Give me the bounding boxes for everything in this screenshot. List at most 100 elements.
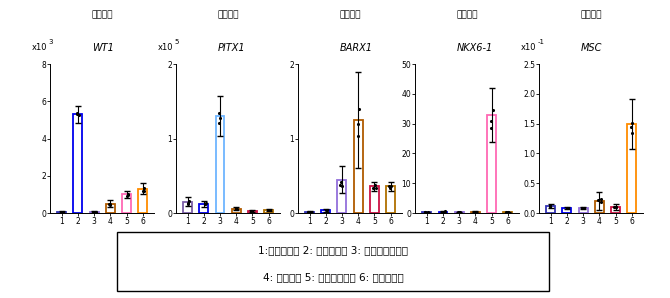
Point [123, 193, 133, 198]
Point [576, 206, 587, 211]
Text: x10: x10 [521, 43, 536, 52]
Point [419, 210, 430, 215]
Bar [370, 186, 379, 213]
Point [454, 210, 464, 215]
Point [488, 107, 498, 112]
Point [263, 208, 274, 212]
Point [322, 208, 333, 213]
Point [562, 206, 573, 211]
Text: PITX1: PITX1 [218, 43, 245, 53]
Point [88, 210, 98, 215]
Bar [595, 201, 604, 213]
Point [596, 200, 606, 205]
Point [440, 209, 450, 214]
Bar [200, 204, 208, 213]
Point [139, 186, 149, 190]
Bar [305, 212, 314, 213]
Text: NKX6-1: NKX6-1 [457, 43, 493, 53]
Bar [439, 212, 448, 213]
Point [72, 110, 82, 115]
Point [305, 209, 316, 214]
Point [470, 209, 481, 214]
FancyBboxPatch shape [117, 232, 549, 291]
Point [371, 186, 381, 190]
Point [74, 112, 85, 117]
Point [215, 116, 226, 121]
Text: マーカー: マーカー [91, 10, 113, 19]
Point [184, 199, 194, 204]
Point [320, 208, 331, 212]
Point [245, 209, 256, 213]
Text: BARX1: BARX1 [340, 43, 373, 53]
Bar [563, 208, 572, 213]
Point [121, 193, 132, 198]
Bar [216, 116, 224, 213]
Point [56, 210, 66, 215]
Text: MSC: MSC [581, 43, 602, 53]
Point [455, 210, 466, 215]
Point [200, 201, 211, 206]
Point [58, 210, 69, 215]
Bar [338, 179, 346, 213]
Text: マーカー: マーカー [339, 10, 361, 19]
Point [263, 208, 274, 213]
Bar [627, 124, 636, 213]
Bar [248, 211, 257, 213]
Point [502, 210, 513, 215]
Text: x10: x10 [31, 43, 47, 52]
Point [265, 208, 275, 213]
Point [419, 210, 430, 215]
Point [103, 202, 114, 207]
Bar [106, 204, 115, 213]
Bar [546, 206, 555, 213]
Point [353, 122, 364, 126]
Point [230, 207, 241, 212]
Point [579, 206, 590, 211]
Bar [487, 115, 496, 213]
Point [337, 184, 348, 188]
Point [383, 184, 394, 188]
Point [214, 111, 224, 116]
Bar [74, 114, 82, 213]
Point [608, 205, 619, 209]
Point [89, 209, 100, 214]
Bar [232, 209, 241, 213]
Point [322, 208, 332, 212]
Point [183, 201, 194, 206]
Text: 1:心臓中胚葉 2: 肝臓間充織 3: 肝臓繊維芽細胞: 1:心臓中胚葉 2: 肝臓間充織 3: 肝臓繊維芽細胞 [259, 245, 408, 255]
Point [501, 210, 512, 215]
Point [105, 203, 115, 207]
Point [595, 197, 606, 201]
Bar [386, 186, 395, 213]
Text: マーカー: マーカー [217, 10, 239, 19]
Point [353, 134, 364, 139]
Point [370, 183, 381, 188]
Point [302, 209, 313, 214]
Bar [322, 210, 330, 213]
Point [423, 210, 433, 215]
Bar [122, 195, 131, 213]
Point [544, 203, 555, 208]
Bar [503, 212, 513, 213]
Point [305, 209, 316, 214]
Text: マーカー: マーカー [456, 10, 478, 19]
Point [214, 121, 224, 126]
Bar [138, 189, 147, 213]
Point [200, 201, 210, 206]
Point [246, 209, 257, 213]
Point [593, 198, 604, 202]
Point [486, 125, 496, 130]
Text: x10: x10 [157, 43, 173, 52]
Text: -1: -1 [537, 39, 544, 45]
Point [336, 179, 346, 184]
Text: 3: 3 [48, 39, 53, 45]
Point [123, 191, 133, 196]
Text: 5: 5 [174, 39, 178, 45]
Point [625, 125, 636, 129]
Point [471, 209, 482, 214]
Point [57, 210, 68, 215]
Point [367, 186, 378, 190]
Point [200, 201, 210, 206]
Point [105, 202, 116, 207]
Point [138, 189, 149, 194]
